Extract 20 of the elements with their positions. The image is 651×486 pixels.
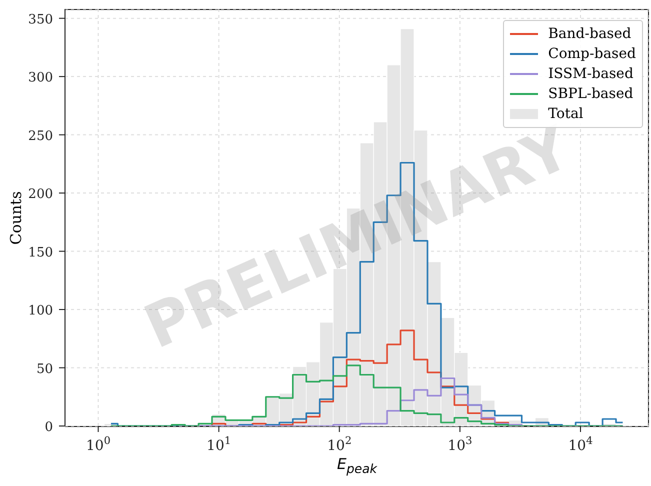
x-tick-label: 10$^{4}$: [568, 435, 594, 454]
legend-label: SBPL-based: [548, 86, 634, 102]
legend-label: Total: [548, 106, 584, 122]
y-tick-label: 200: [28, 187, 53, 202]
x-tick-label: 10$^{0}$: [86, 435, 110, 454]
y-tick-label: 250: [28, 128, 53, 144]
y-axis-title: Counts: [7, 190, 25, 244]
y-tick-label: 0: [44, 420, 53, 435]
y-tick-label: 300: [28, 70, 53, 86]
x-tick-label: 10$^{2}$: [327, 435, 352, 454]
legend-label: Band-based: [548, 26, 632, 42]
y-tick-label: 150: [28, 245, 53, 260]
legend-label: ISSM-based: [548, 66, 634, 82]
y-tick-label: 100: [28, 304, 53, 319]
y-tick-label: 350: [28, 12, 53, 28]
legend-label: Comp-based: [548, 46, 636, 62]
y-tick-label: 50: [36, 362, 53, 377]
x-tick-label: 10$^{3}$: [448, 435, 472, 454]
x-tick-label: 10$^{1}$: [206, 435, 232, 454]
x-axis-title: E$_{peak}$: [336, 454, 378, 478]
